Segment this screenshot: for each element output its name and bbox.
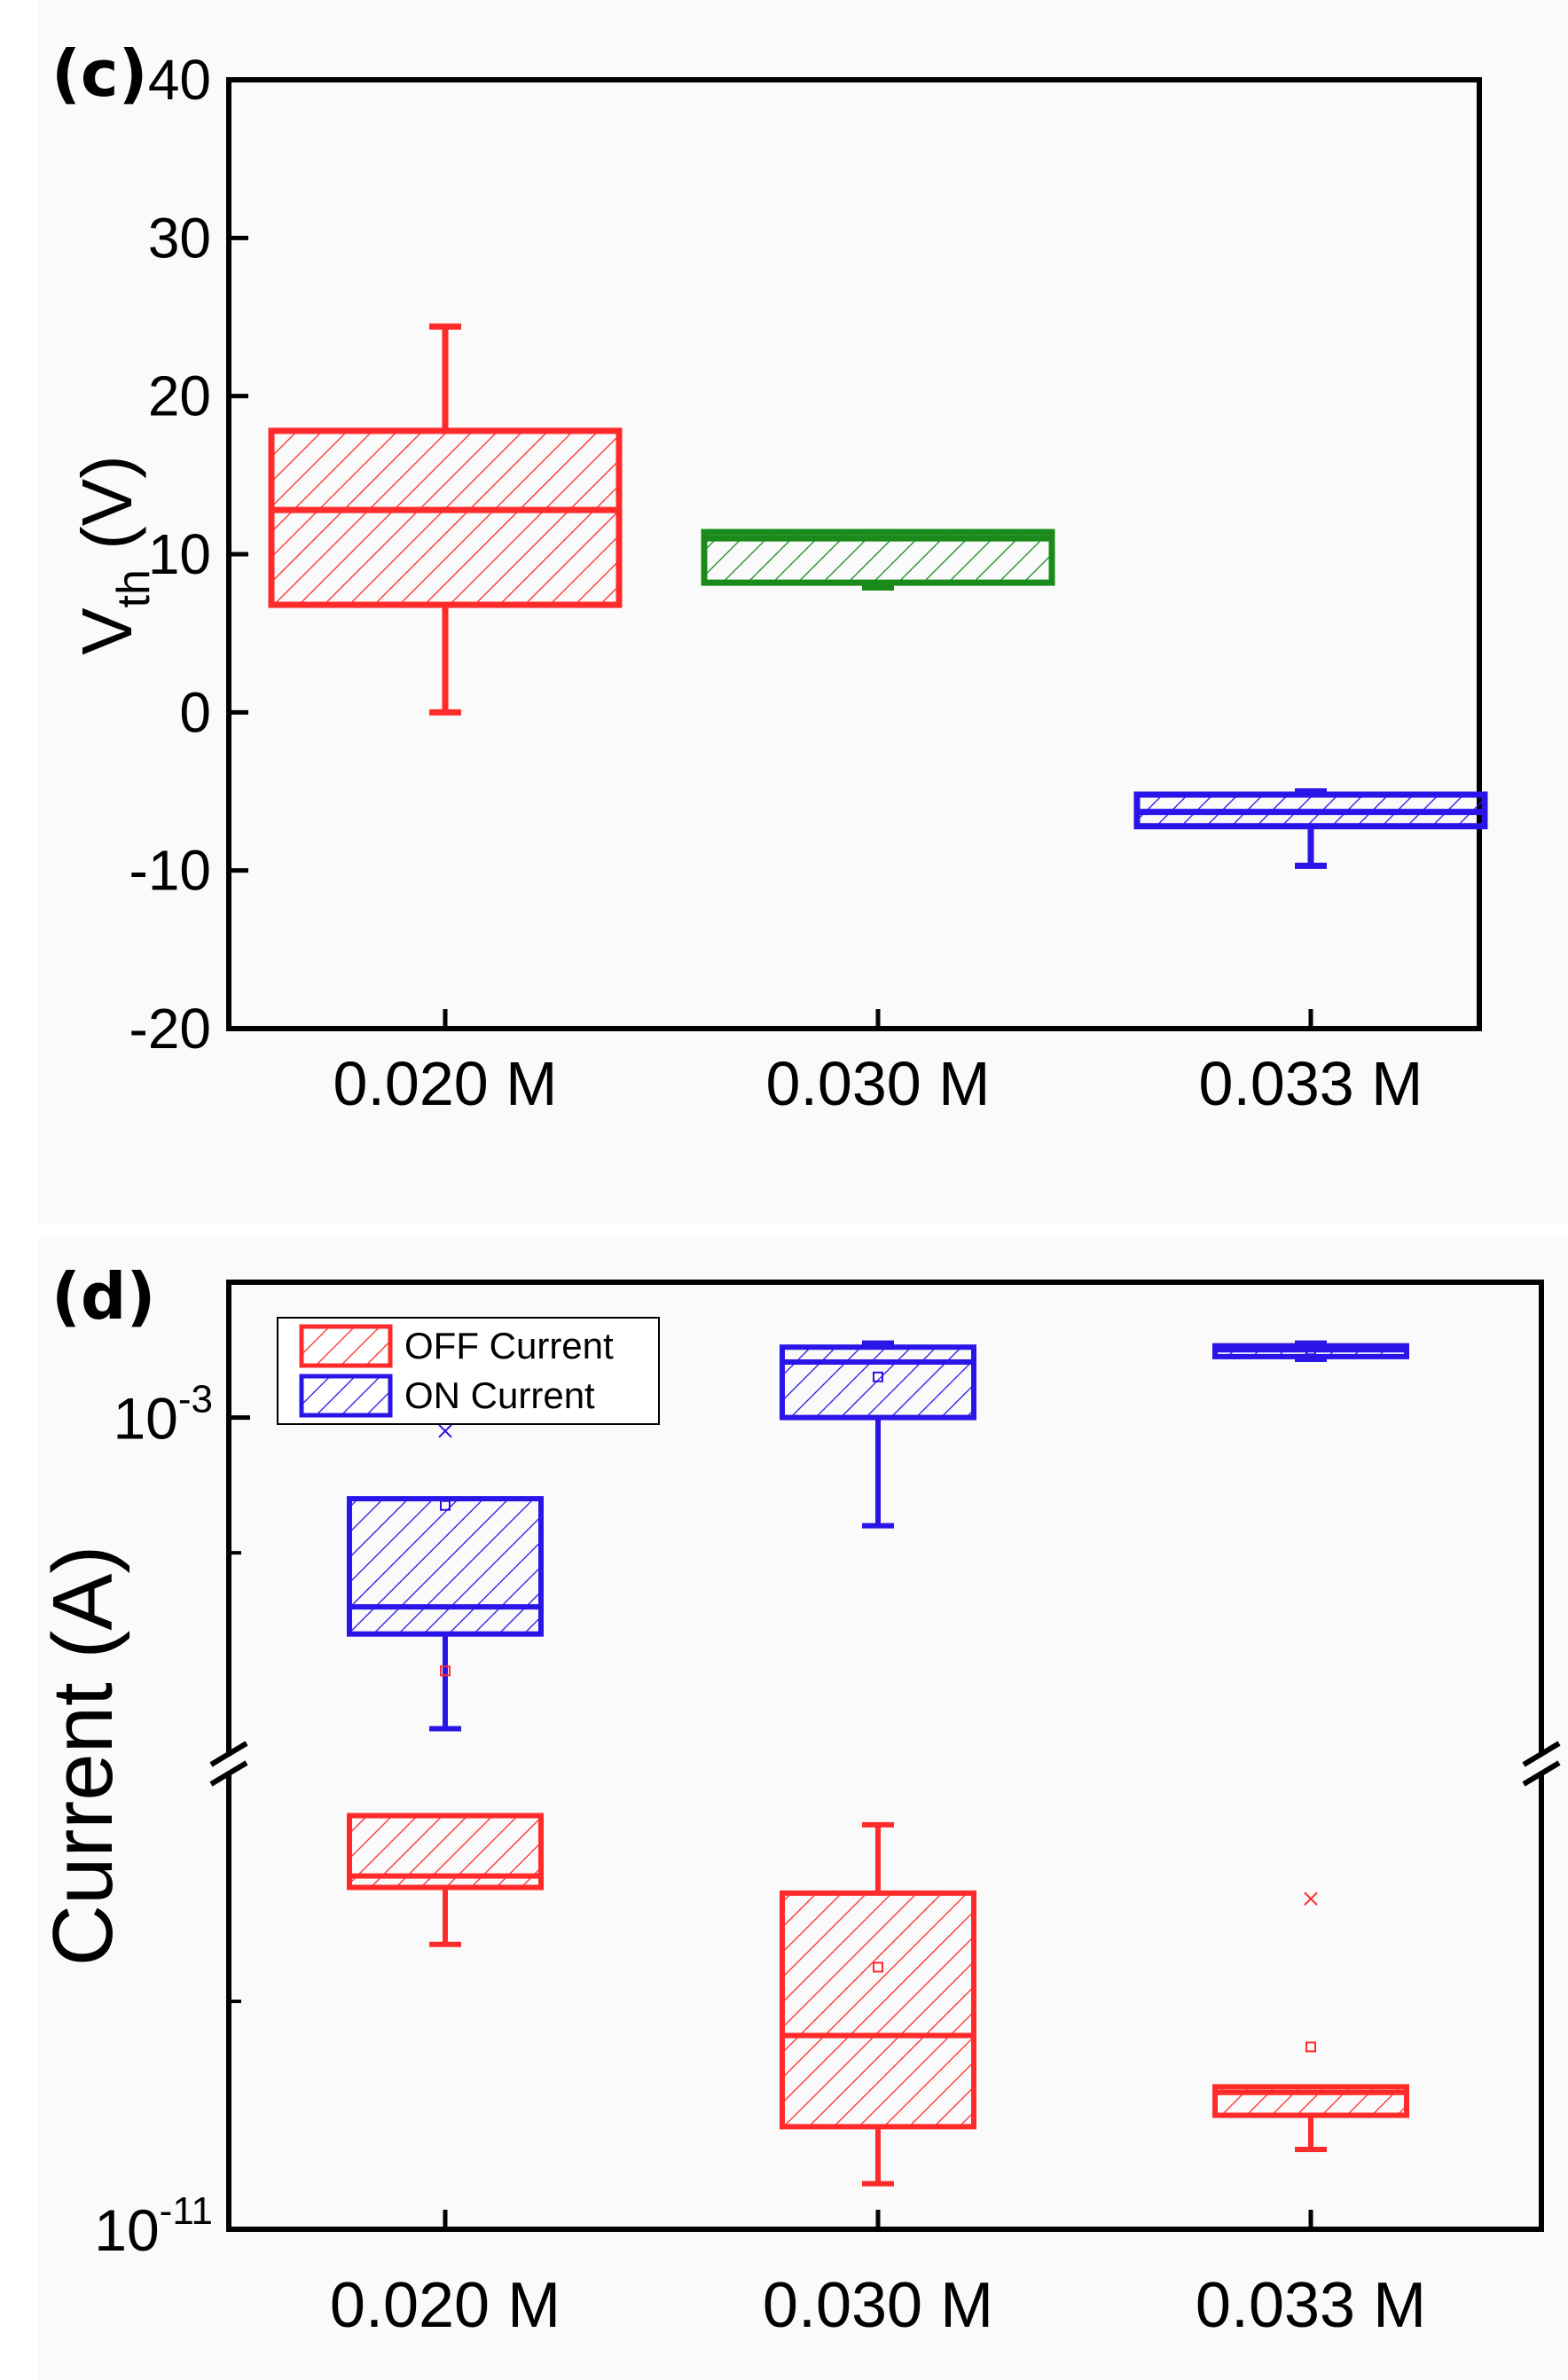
legend: OFF Current ON Current xyxy=(277,1317,660,1425)
panel-d: (d) 10-310-11 0.020 M 0.030 M 0.033 M Curr… xyxy=(35,1259,1561,2341)
ytick-label: 10-3 xyxy=(113,1378,213,1452)
axis-break-left-bottom xyxy=(209,1760,248,1787)
xtick-label: 0.030 M xyxy=(766,1049,991,1118)
ytick-base: 10 xyxy=(94,2197,159,2263)
axis-break-left-top xyxy=(209,1741,248,1767)
ylabel-unit: (V) xyxy=(67,455,146,569)
ytick-exponent: -3 xyxy=(178,1378,213,1421)
ytick-label: 30 xyxy=(148,206,211,270)
box-iqr xyxy=(780,1344,976,1421)
ytick-base: 10 xyxy=(113,1386,177,1452)
box-0020M xyxy=(268,323,623,716)
mean-marker xyxy=(440,1665,451,1677)
ytick-label: 10-11 xyxy=(94,2189,213,2263)
xtick-label: 0.030 M xyxy=(763,2270,993,2341)
panel-d-background xyxy=(37,1237,1568,2380)
panel-c-background xyxy=(37,0,1568,1224)
outlier-stroke-b xyxy=(438,1424,452,1438)
panel-d-label: (d) xyxy=(51,1259,155,1334)
mean-marker xyxy=(873,1371,883,1382)
mean-marker xyxy=(1305,2041,1316,2053)
mean-marker xyxy=(1305,1344,1316,1356)
axis-break-right-bottom xyxy=(1522,1760,1561,1787)
box-0020M xyxy=(347,1424,544,1732)
legend-label-off: OFF Current xyxy=(404,1325,614,1366)
ytick-label: -10 xyxy=(129,839,212,903)
mean-marker xyxy=(440,1499,451,1511)
panel-d-x-axis: 0.020 M 0.030 M 0.033 M xyxy=(330,2210,1426,2341)
legend-swatch-on xyxy=(299,1374,393,1418)
panel-c-label: (c) xyxy=(51,36,148,111)
ytick-label: 10 xyxy=(148,522,211,586)
box-iqr xyxy=(780,1890,976,2130)
panel-d-y-axis-title: Current (A) xyxy=(35,1546,130,1967)
box-0020M xyxy=(347,1665,544,1947)
box-0033M xyxy=(1133,788,1488,869)
ytick-label: 0 xyxy=(179,680,211,744)
ytick-exponent: -11 xyxy=(160,2189,213,2233)
ytick-label: 20 xyxy=(148,364,211,428)
xtick-label: 0.020 M xyxy=(330,2270,561,2341)
xtick-label: 0.033 M xyxy=(1199,1049,1423,1118)
panel-c-y-axis: -20 -10 0 10 20 30 40 xyxy=(129,48,248,1061)
outlier-stroke-b xyxy=(1304,1891,1318,1906)
outlier-marker xyxy=(1304,1891,1318,1906)
axis-break-marks xyxy=(209,1741,1561,1787)
ytick-label: 40 xyxy=(148,48,211,112)
box-0030M xyxy=(701,528,1055,591)
ytick-label: -20 xyxy=(129,997,212,1061)
box-0033M xyxy=(1212,1340,1409,1362)
legend-swatch-off xyxy=(299,1324,393,1368)
xtick-label: 0.020 M xyxy=(333,1049,558,1118)
axis-break-right-top xyxy=(1522,1741,1561,1767)
panel-d-frame-top xyxy=(226,1280,1544,1756)
ylabel-main: V xyxy=(67,607,146,655)
mean-marker xyxy=(873,1961,883,1973)
outlier-marker xyxy=(438,1424,452,1438)
box-0033M xyxy=(1212,1891,1409,2153)
ylabel-subscript: th xyxy=(108,569,160,607)
box-iqr xyxy=(268,427,623,608)
box-0030M xyxy=(780,1340,976,1529)
panel-c-y-axis-title: Vth (V) xyxy=(67,455,160,655)
panel-d-y-axis: 10-310-11 xyxy=(94,1378,250,2263)
xtick-label: 0.033 M xyxy=(1196,2270,1426,2341)
legend-label-on: ON Current xyxy=(404,1374,595,1416)
box-iqr xyxy=(347,1496,544,1637)
box-0030M xyxy=(780,1821,976,2187)
panel-d-boxes xyxy=(347,1340,1409,2187)
panel-c-x-axis: 0.020 M 0.030 M 0.033 M xyxy=(333,1009,1423,1118)
panel-c: (c) -20 -10 0 10 20 30 40 0.020 M 0.030 M 0.033 … xyxy=(51,36,1488,1118)
panel-c-boxes xyxy=(268,323,1488,869)
